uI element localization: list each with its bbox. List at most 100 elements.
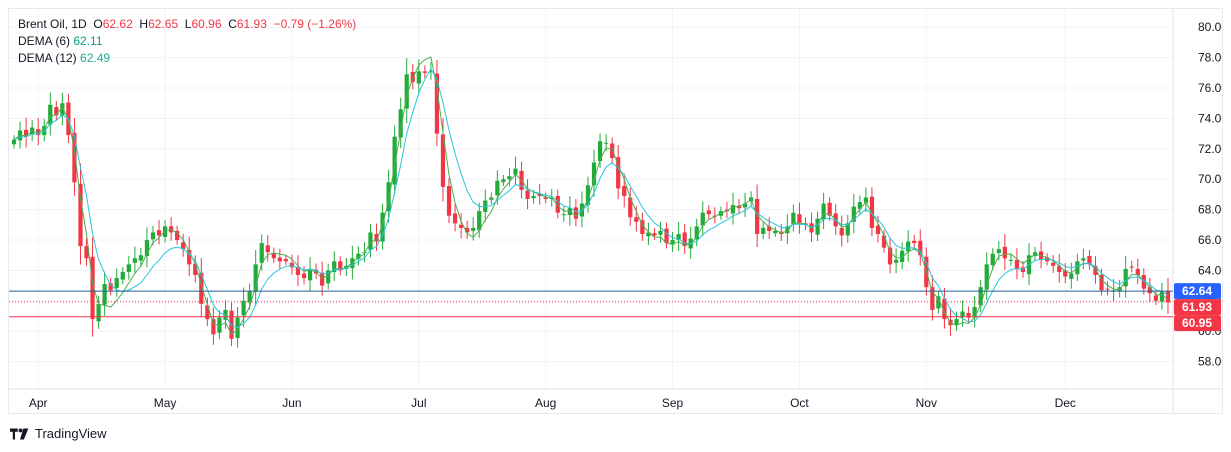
candle-body — [301, 273, 307, 279]
candle-body — [573, 207, 579, 219]
candle-body — [150, 232, 156, 240]
legend-dema12-value: 62.49 — [80, 51, 111, 65]
candle-body — [960, 311, 965, 317]
candle-body — [591, 162, 597, 186]
legend-ohlc-row: Brent Oil, 1D O62.62 H62.65 L60.96 C61.9… — [18, 17, 357, 31]
candle-body — [616, 157, 621, 189]
candle-body — [912, 240, 917, 244]
candle-body — [1014, 259, 1020, 269]
legend-low-label: L — [184, 17, 192, 31]
candle-body — [398, 109, 403, 138]
candle-body — [1063, 270, 1068, 277]
candle-body — [845, 223, 850, 236]
candle-body — [501, 179, 506, 183]
candle-body — [984, 264, 989, 290]
candle-body — [446, 186, 452, 216]
candle-body — [434, 73, 440, 134]
candle-body — [338, 261, 343, 271]
candle-body — [410, 72, 415, 82]
candle-body — [525, 190, 530, 199]
candle-body — [996, 249, 1001, 253]
candle-body — [1002, 246, 1007, 259]
candle-body — [465, 227, 470, 233]
candle-body — [96, 303, 101, 322]
candle-body — [23, 129, 29, 137]
candle-body — [893, 259, 899, 263]
candle-body — [954, 319, 959, 325]
dema6-line — [13, 56, 1169, 335]
candle-body — [585, 185, 591, 206]
candle-body — [199, 272, 204, 304]
chart-legend: Brent Oil, 1D O62.62 H62.65 L60.96 C61.9… — [18, 16, 356, 67]
candle-body — [1159, 291, 1165, 302]
candle-body — [211, 319, 216, 335]
legend-dema12-label: DEMA (12) — [18, 51, 77, 65]
candle-body — [386, 182, 391, 212]
x-axis-tick-label: Oct — [790, 396, 809, 410]
candle-body — [978, 287, 983, 306]
candle-body — [42, 126, 47, 136]
candle-body — [307, 268, 313, 281]
y-axis-tick-label: 76.00 — [1198, 81, 1222, 95]
candle-body — [84, 246, 89, 259]
candle-body — [271, 252, 276, 259]
candle-body — [162, 226, 168, 237]
x-axis-tick-label: Sep — [662, 396, 684, 410]
y-axis-tick-label: 72.00 — [1198, 142, 1222, 156]
candle-body — [839, 227, 844, 236]
dema12-line — [13, 67, 1169, 328]
x-axis-tick-label: Jun — [282, 396, 301, 410]
candle-body — [289, 262, 295, 268]
candle-body — [942, 298, 947, 320]
candle-body — [253, 264, 258, 292]
candle-body — [531, 195, 536, 199]
candle-body — [320, 272, 325, 286]
candle-body — [767, 226, 772, 231]
tradingview-logo-icon — [10, 427, 29, 440]
candle-body — [700, 212, 705, 226]
candle-body — [175, 230, 180, 241]
price-chart[interactable]: 58.0060.0062.0064.0066.0068.0070.0072.00… — [9, 9, 1222, 413]
candle-body — [664, 228, 669, 244]
y-axis-tick-label: 80.00 — [1198, 20, 1222, 34]
candle-body — [761, 227, 766, 234]
candle-body — [326, 270, 331, 284]
x-axis-tick-label: Apr — [29, 396, 48, 410]
candle-body — [658, 230, 663, 235]
candle-body — [670, 240, 675, 245]
candle-body — [259, 243, 264, 263]
candle-body — [785, 226, 790, 234]
legend-dema12-row[interactable]: DEMA (12) 62.49 — [18, 50, 356, 67]
candle-body — [102, 284, 107, 305]
candle-body — [477, 211, 482, 231]
candle-body — [513, 168, 518, 175]
candle-body — [235, 317, 240, 339]
candle-body — [561, 214, 566, 216]
candle-body — [416, 71, 421, 84]
legend-open-label: O — [93, 17, 103, 31]
candle-body — [48, 104, 53, 125]
candle-body — [1051, 262, 1056, 266]
y-axis-tick-label: 74.00 — [1198, 111, 1222, 125]
candle-body — [108, 283, 113, 291]
footer-branding[interactable]: TradingView — [10, 426, 107, 441]
candle-body — [205, 305, 210, 320]
candle-body — [362, 252, 367, 254]
candle-body — [730, 205, 736, 214]
candle-body — [863, 197, 869, 203]
price-label-badge — [1174, 315, 1221, 332]
candle-body — [78, 183, 83, 247]
legend-symbol[interactable]: Brent Oil — [18, 17, 65, 31]
candle-body — [11, 139, 17, 145]
legend-dema6-row[interactable]: DEMA (6) 62.11 — [18, 33, 356, 50]
candle-body — [646, 232, 651, 237]
candle-body — [622, 186, 627, 196]
candle-body — [452, 213, 458, 224]
candle-body — [132, 258, 137, 263]
candle-body — [1069, 273, 1074, 279]
candle-body — [1135, 268, 1140, 275]
candle-body — [1105, 288, 1110, 290]
x-axis-tick-label: May — [154, 396, 177, 410]
candle-body — [706, 210, 711, 215]
legend-dema6-value: 62.11 — [73, 34, 103, 48]
